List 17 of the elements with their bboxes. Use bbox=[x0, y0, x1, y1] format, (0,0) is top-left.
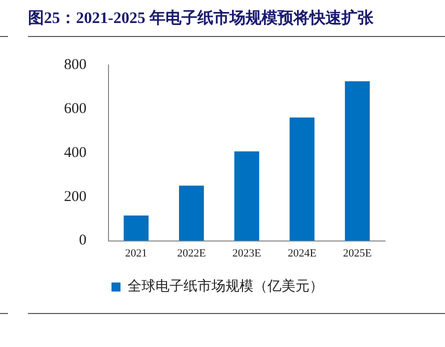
y-tick-label: 200 bbox=[64, 188, 86, 205]
y-tick-label: 400 bbox=[64, 144, 86, 161]
bar bbox=[179, 186, 204, 241]
x-tick-label: 2025E bbox=[342, 247, 372, 260]
x-tick-label: 2024E bbox=[288, 247, 317, 260]
x-tick-label: 2023E bbox=[232, 247, 262, 260]
y-tick-label: 600 bbox=[64, 100, 86, 117]
y-tick-label: 800 bbox=[64, 56, 86, 73]
chart-title: 图25：2021-2025 年电子纸市场规模预将快速扩张 bbox=[28, 8, 374, 29]
bar bbox=[344, 81, 370, 241]
x-tick-label: 2022E bbox=[177, 247, 206, 260]
bar bbox=[290, 118, 314, 241]
bar bbox=[234, 151, 260, 241]
x-tick-label: 2021 bbox=[125, 247, 148, 260]
bar bbox=[124, 216, 149, 241]
legend-label: 全球电子纸市场规模（亿美元） bbox=[128, 278, 324, 295]
y-tick-label: 0 bbox=[79, 232, 86, 249]
